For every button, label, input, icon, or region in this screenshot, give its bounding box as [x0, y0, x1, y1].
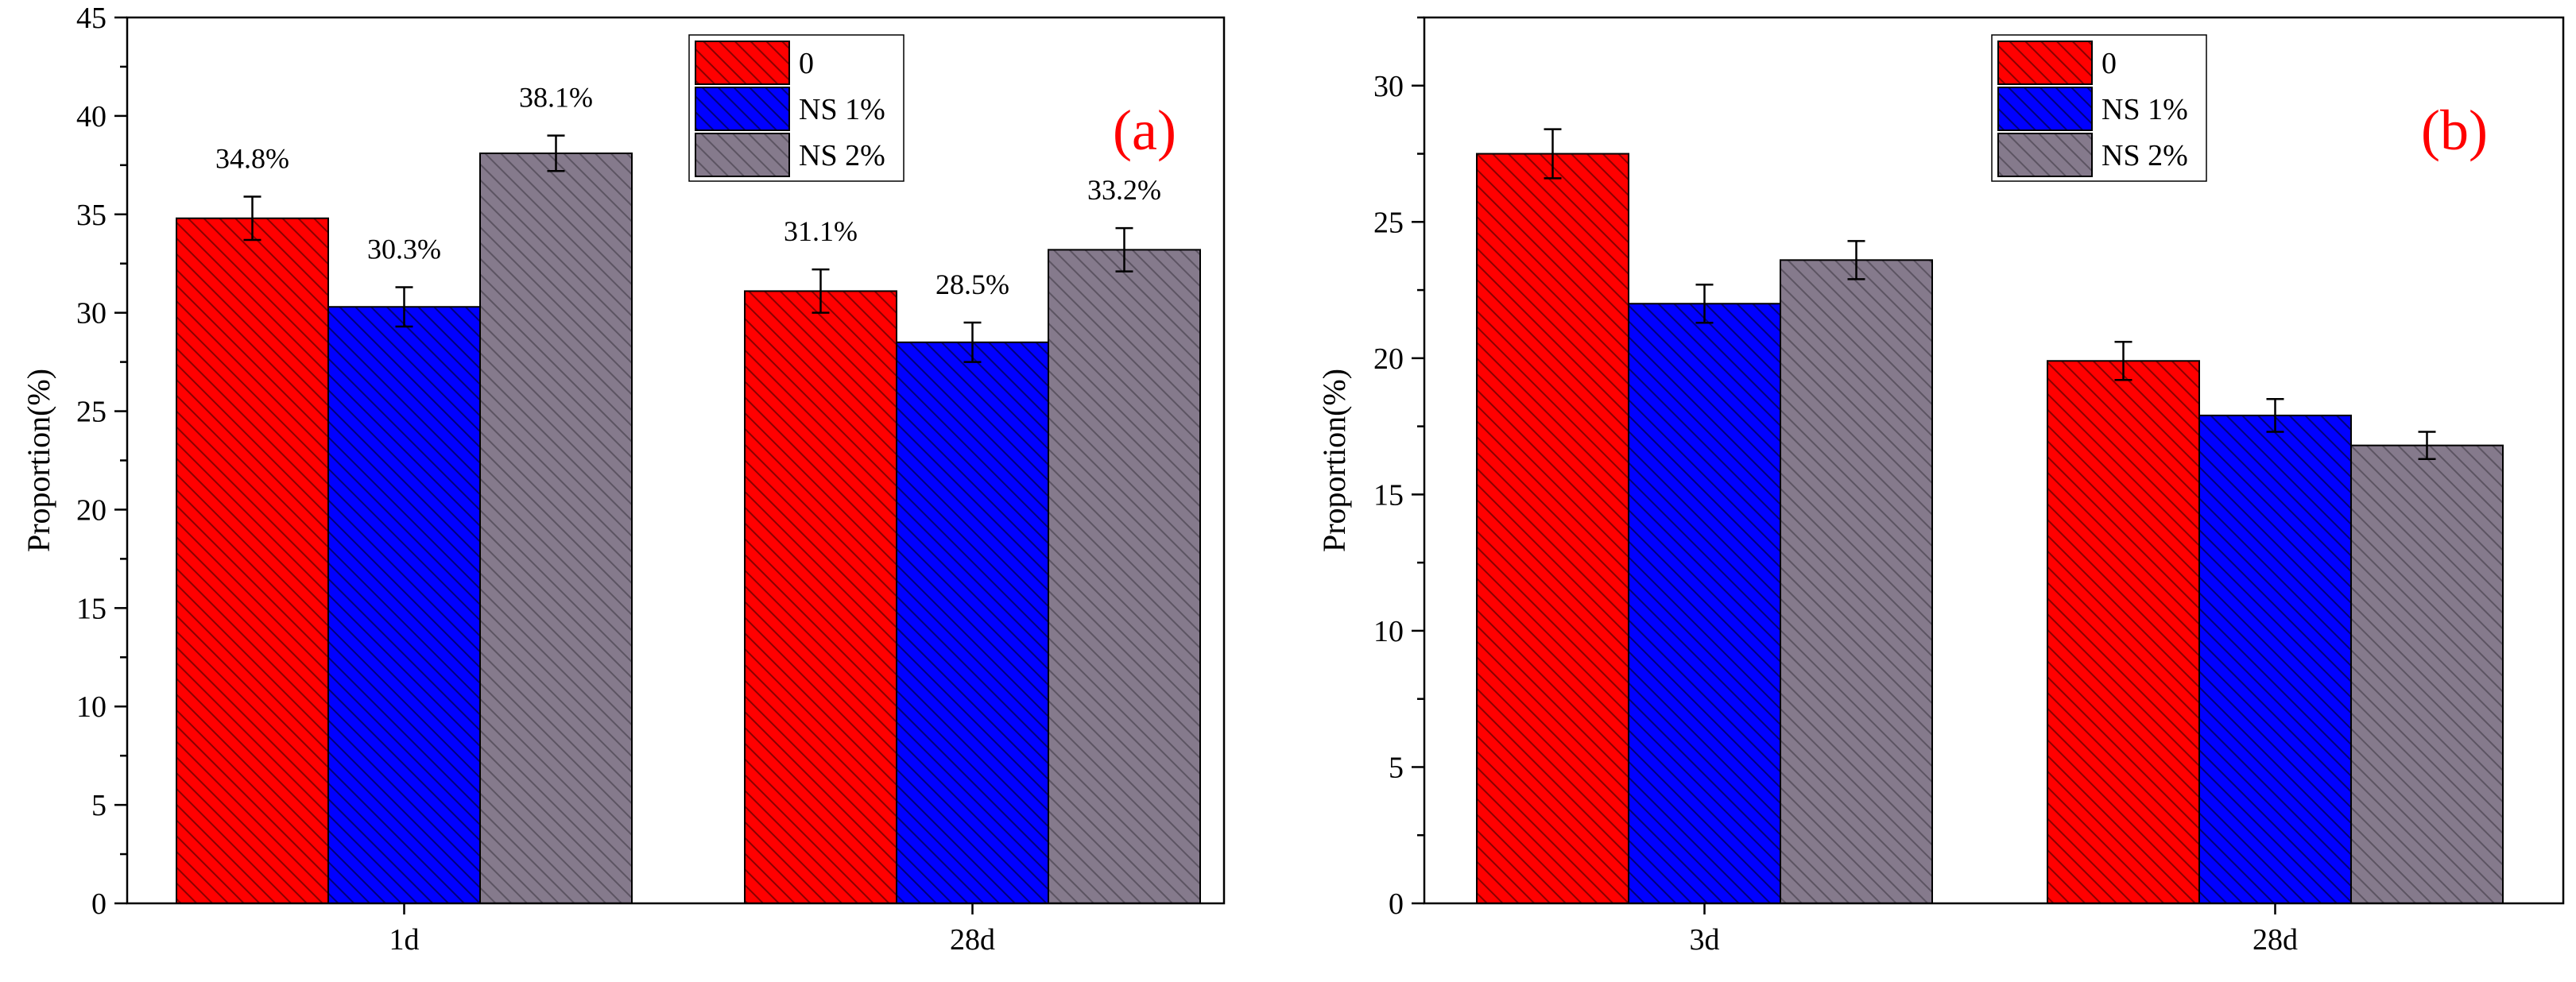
error-bar — [1847, 240, 1865, 280]
legend-swatch — [695, 41, 790, 85]
error-bar — [963, 321, 982, 363]
legend-swatch — [1997, 87, 2093, 131]
data-label: 34.8% — [215, 142, 289, 174]
error-bar — [395, 286, 413, 328]
legend-swatch — [695, 87, 790, 131]
data-label: 38.1% — [519, 82, 593, 114]
bar-3d-control — [1476, 153, 1629, 905]
error-bar — [1115, 226, 1133, 273]
y-tick-label: 5 — [1389, 751, 1404, 784]
legend: 0 NS 1% NS 2% — [1991, 34, 2207, 182]
y-tick-label: 0 — [1389, 887, 1404, 921]
y-tick-label: 15 — [1373, 478, 1404, 512]
x-tick-label: 3d — [1690, 923, 1720, 957]
error-bar — [243, 195, 261, 242]
y-tick-label: 5 — [91, 789, 107, 822]
y-tick-label: 40 — [76, 100, 107, 133]
error-bar — [1695, 283, 1714, 324]
bar-28d-ns-2 — [1048, 249, 1201, 904]
bar-1d-control — [176, 217, 329, 904]
bar-28d-ns-2 — [2350, 444, 2504, 904]
y-axis-title: Proportion(%) — [21, 369, 56, 552]
bar-28d-ns-1 — [896, 341, 1049, 905]
y-tick-label: 25 — [76, 396, 107, 429]
legend-label: NS 1% — [2101, 93, 2188, 126]
x-tick-label: 28d — [950, 923, 995, 957]
legend: 0 NS 1% NS 2% — [688, 34, 905, 182]
panel-a: 34.8% 30.3% 38.1% 1d 31.1% 28.5% 33.2% 28d 0 5 10 1… — [21, 2, 1226, 957]
y-tick-label: 30 — [76, 297, 107, 331]
y-tick-label: 20 — [1373, 342, 1404, 376]
bar-3d-ns-1 — [1628, 303, 1781, 904]
y-tick-label: 30 — [1373, 70, 1404, 103]
error-bar — [2266, 398, 2284, 433]
bar-28d-control — [744, 290, 897, 904]
y-tick-label: 20 — [76, 493, 107, 527]
bar-28d-control — [2047, 360, 2200, 904]
bar-3d-ns-2 — [1780, 259, 1933, 905]
x-tick-label: 1d — [389, 923, 420, 957]
y-tick-label: 10 — [76, 690, 107, 724]
y-axis-title: Proportion(%) — [1316, 369, 1352, 552]
data-label: 31.1% — [784, 215, 858, 247]
error-bar — [1544, 128, 1562, 180]
panel-b: 3d 28d 0 5 10 15 20 25 30 Proportion(%) 0 NS 1% NS 2… — [1316, 16, 2565, 957]
legend-label: 0 — [799, 47, 814, 80]
error-bar — [547, 134, 565, 172]
data-label: 28.5% — [935, 269, 1009, 300]
panel-label: (b) — [2421, 99, 2488, 162]
legend-swatch — [1997, 41, 2093, 85]
bar-1d-ns-1 — [327, 306, 481, 904]
legend-label: 0 — [2101, 47, 2117, 80]
y-tick-label: 15 — [76, 592, 107, 625]
error-bar — [2418, 431, 2436, 461]
legend-label: NS 1% — [799, 93, 885, 126]
y-tick-label: 35 — [76, 199, 107, 232]
y-tick-label: 25 — [1373, 206, 1404, 239]
panel-label: (a) — [1113, 99, 1176, 162]
error-bar — [2114, 341, 2132, 381]
error-bar — [812, 268, 830, 314]
legend-label: NS 2% — [2101, 139, 2188, 172]
x-tick-label: 28d — [2253, 923, 2298, 957]
legend-swatch — [695, 133, 790, 177]
legend-swatch — [1997, 133, 2093, 177]
data-label: 30.3% — [367, 233, 441, 265]
y-tick-label: 45 — [76, 2, 107, 35]
bar-1d-ns-2 — [479, 152, 633, 904]
bar-28d-ns-1 — [2198, 414, 2352, 904]
y-tick-label: 0 — [91, 887, 107, 921]
data-label: 33.2% — [1087, 174, 1161, 206]
legend-label: NS 2% — [799, 139, 885, 172]
axes-frame — [1423, 16, 2565, 905]
y-tick-label: 10 — [1373, 615, 1404, 648]
